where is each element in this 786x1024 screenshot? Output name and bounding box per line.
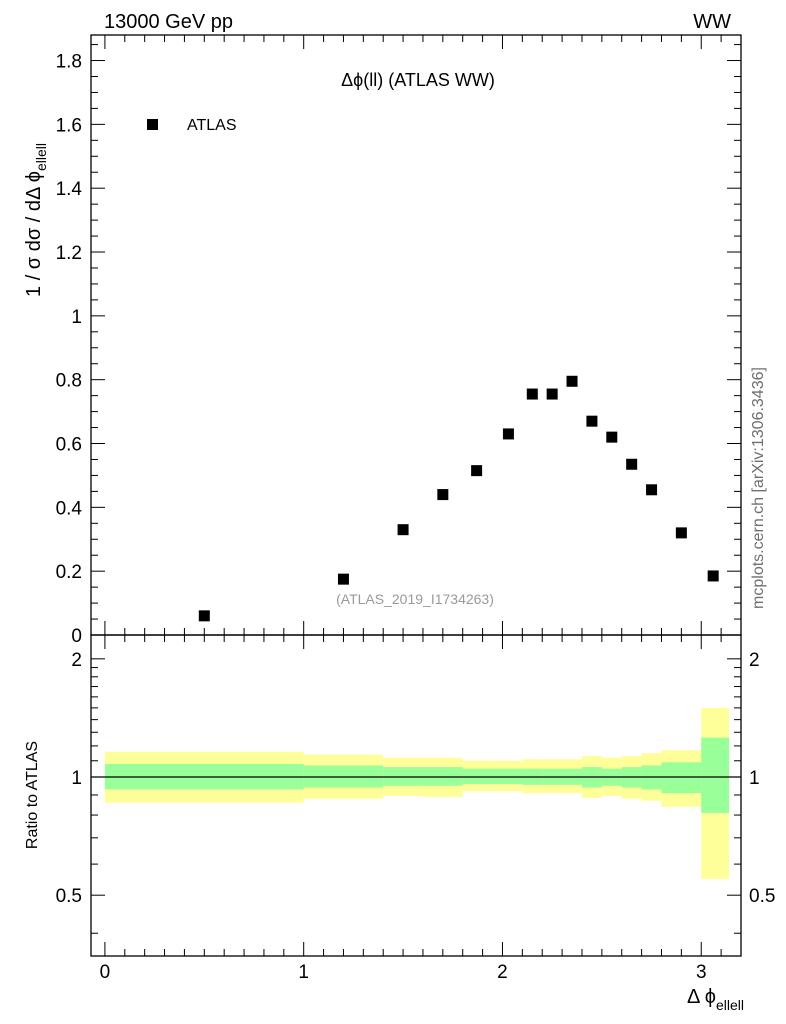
data-point-atlas bbox=[471, 465, 483, 477]
data-point-atlas bbox=[397, 524, 409, 536]
energy-label: 13000 GeV pp bbox=[104, 11, 233, 33]
x-tick-label-0: 0 bbox=[100, 962, 111, 983]
ratio-y-tick-label-right-0.5: 0.5 bbox=[749, 886, 775, 907]
main-y-tick-label-0.2: 0.2 bbox=[56, 562, 82, 583]
main-y-tick-label-0: 0 bbox=[71, 626, 82, 647]
ratio-y-tick-label-left-1: 1 bbox=[71, 768, 82, 789]
x-axis-label: Δ ϕellell bbox=[687, 986, 744, 1013]
ratio-inner-band-5 bbox=[492, 768, 523, 784]
data-point-atlas bbox=[586, 415, 598, 427]
mcplots-side-label: mcplots.cern.ch [arXiv:1306.3436] bbox=[750, 367, 767, 609]
data-point-atlas bbox=[626, 458, 638, 470]
main-y-tick-label-0.8: 0.8 bbox=[56, 371, 82, 392]
data-point-atlas bbox=[502, 428, 514, 440]
x-axis-label-sub: ellell bbox=[716, 997, 744, 1013]
process-label: WW bbox=[693, 11, 731, 33]
main-y-tick-label-1.8: 1.8 bbox=[56, 52, 82, 73]
ratio-y-tick-label-left-2: 2 bbox=[71, 650, 82, 671]
legend-label-atlas: ATLAS bbox=[187, 117, 237, 134]
x-tick-label-2: 2 bbox=[497, 962, 508, 983]
data-point-atlas bbox=[337, 573, 349, 585]
main-y-axis-label: 1 / σ dσ / dΔ ϕellell bbox=[23, 143, 49, 297]
ratio-y-tick-label-right-1: 1 bbox=[749, 768, 760, 789]
data-point-atlas bbox=[437, 489, 449, 501]
data-point-atlas bbox=[198, 610, 210, 622]
ratio-y-axis-label: Ratio to ATLAS bbox=[24, 741, 41, 849]
main-y-tick-label-0.6: 0.6 bbox=[56, 435, 82, 456]
ratio-y-tick-label-right-2: 2 bbox=[749, 650, 760, 671]
data-point-atlas bbox=[606, 431, 618, 443]
data-point-atlas bbox=[526, 388, 538, 400]
data-point-atlas bbox=[675, 527, 687, 539]
main-y-axis-label-sub: ellell bbox=[33, 143, 49, 171]
x-axis-label-main: Δ ϕ bbox=[687, 986, 716, 1008]
ratio-y-tick-label-left-0.5: 0.5 bbox=[56, 886, 82, 907]
data-point-atlas bbox=[546, 388, 558, 400]
main-y-tick-label-1.4: 1.4 bbox=[56, 179, 83, 200]
main-y-tick-label-1.6: 1.6 bbox=[56, 115, 82, 136]
chart-marks: 0 1 2 3 0 0.2 0.4 0.6 0.8 1 1.2 1.4 1.6 1.8 0.5 0.5 1 1 2 2 bbox=[56, 34, 775, 983]
main-y-tick-label-1: 1 bbox=[71, 307, 82, 328]
data-point-atlas bbox=[707, 570, 719, 582]
main-y-axis-label-main: 1 / σ dσ / dΔ ϕ bbox=[23, 171, 45, 297]
x-tick-label-3: 3 bbox=[696, 962, 707, 983]
legend-marker-atlas bbox=[147, 119, 158, 130]
main-y-tick-label-0.4: 0.4 bbox=[56, 498, 83, 519]
ratio-inner-band-14 bbox=[701, 737, 730, 813]
ratio-inner-band-4 bbox=[462, 768, 493, 784]
main-y-tick-label-1.2: 1.2 bbox=[56, 243, 82, 264]
ratio-inner-band-13 bbox=[661, 762, 702, 794]
data-point-atlas bbox=[646, 484, 658, 496]
x-tick-label-1: 1 bbox=[298, 962, 309, 983]
ratio-frame bbox=[90, 634, 742, 957]
analysis-label: (ATLAS_2019_I1734263) bbox=[336, 591, 494, 607]
main-plot-title: Δϕ(ll) (ATLAS WW) bbox=[341, 70, 495, 90]
data-point-atlas bbox=[566, 375, 578, 387]
